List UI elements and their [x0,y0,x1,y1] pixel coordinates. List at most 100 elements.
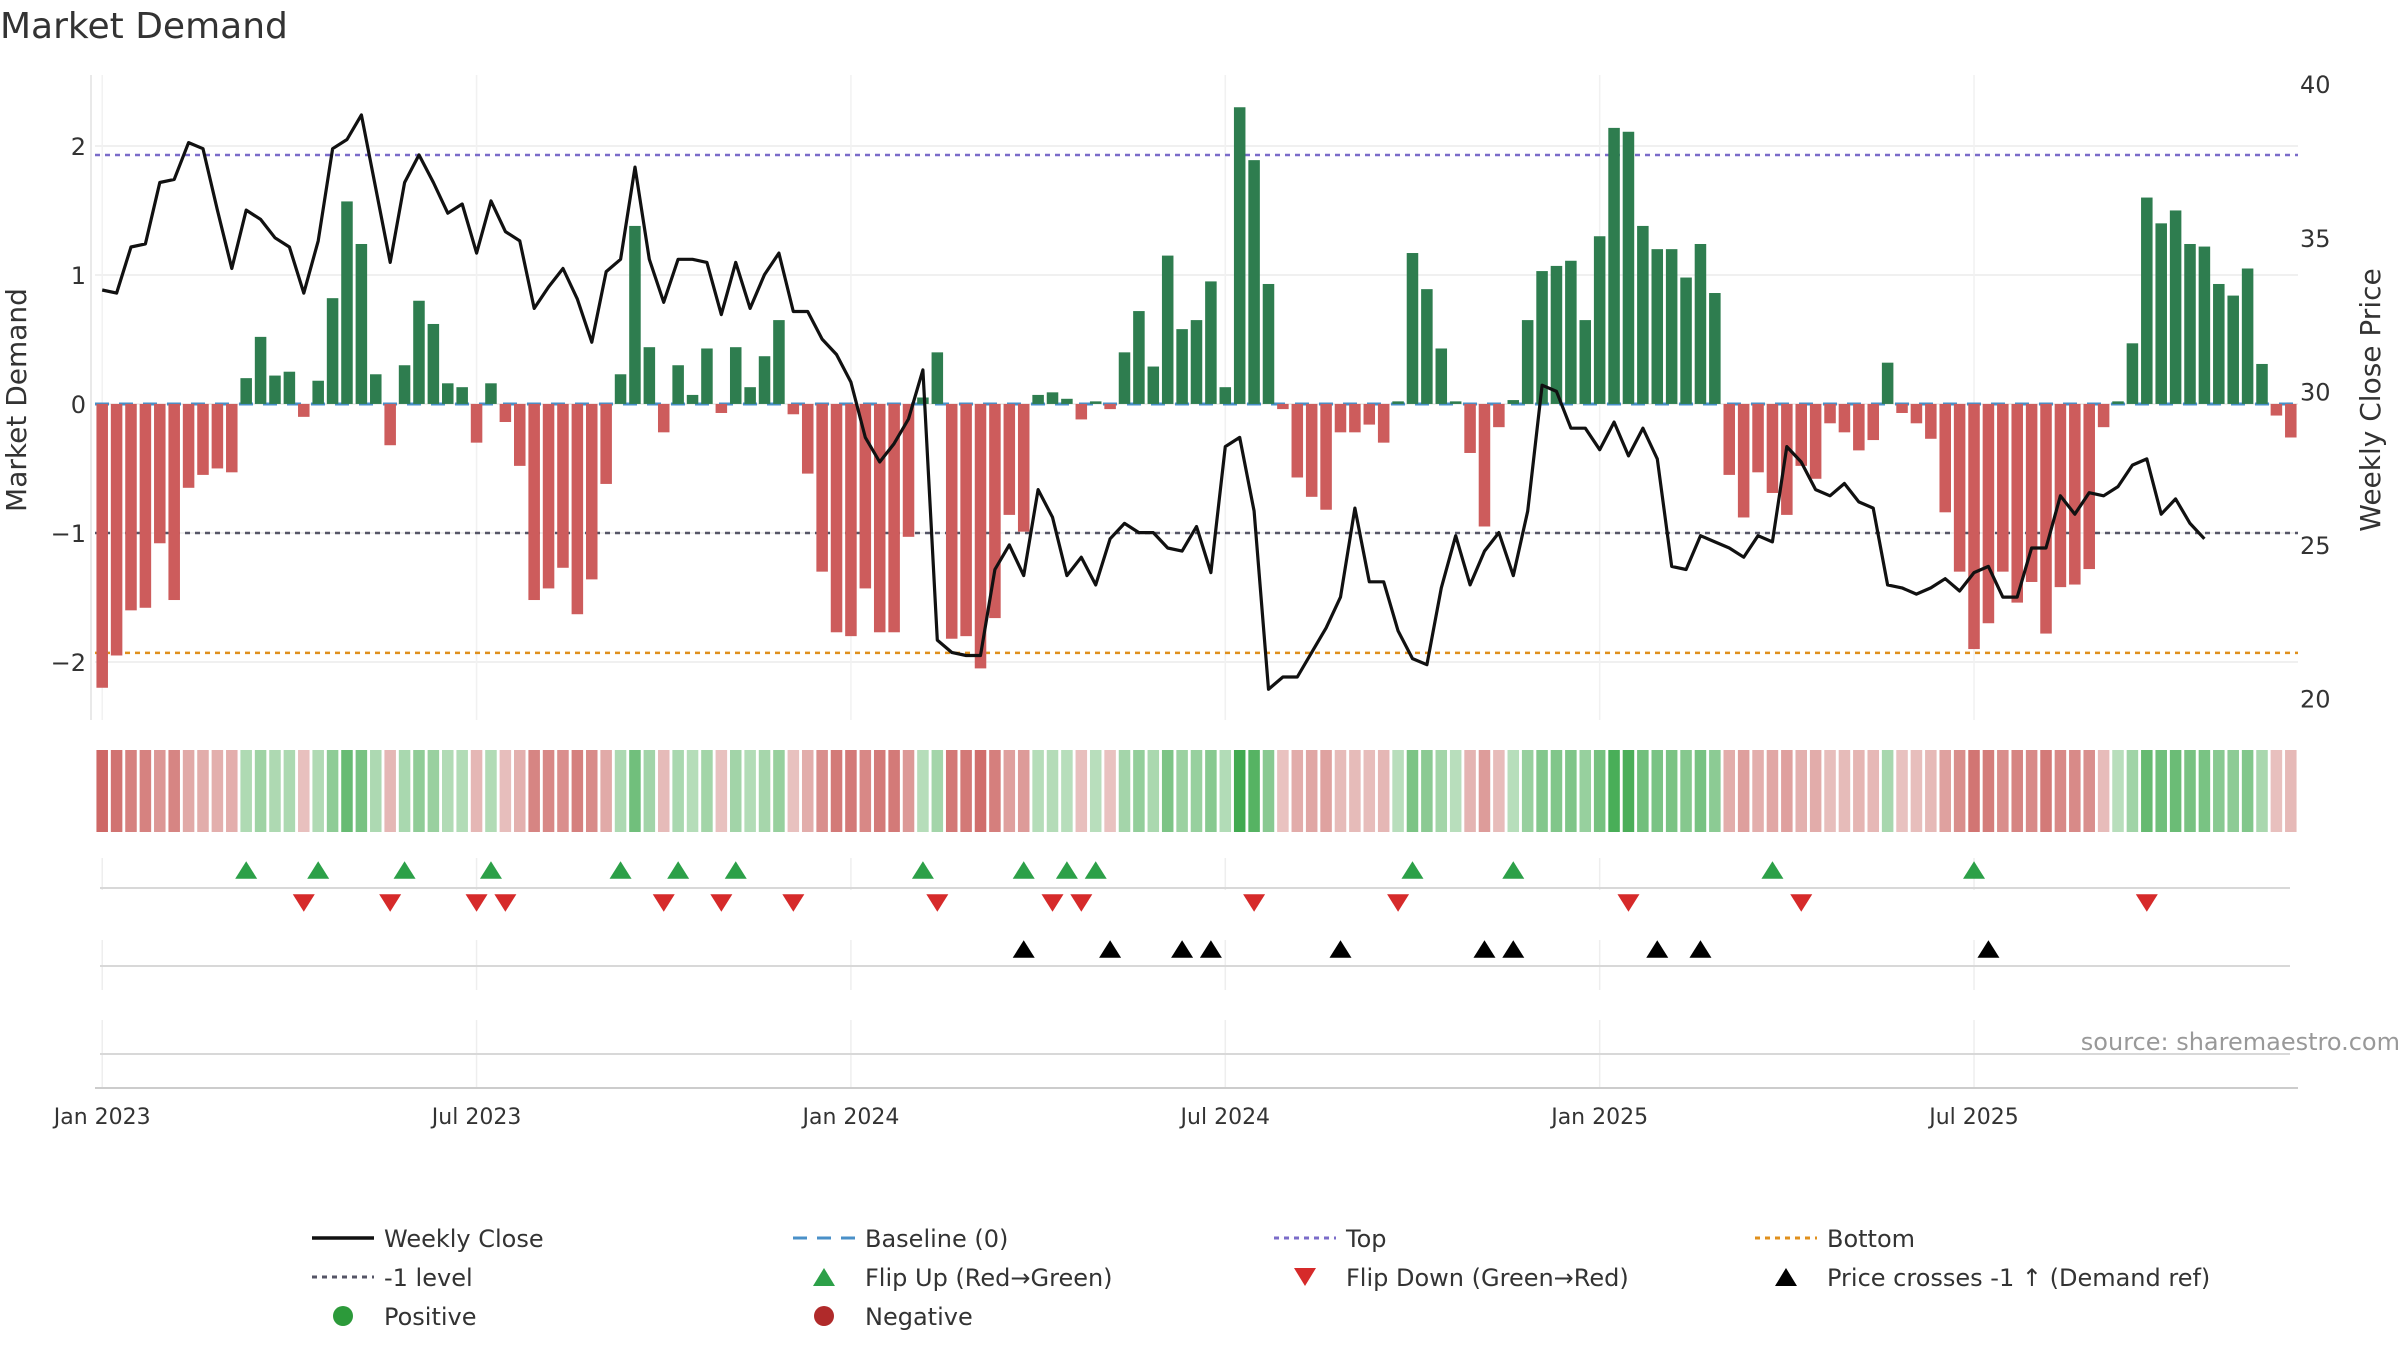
legend-label: Positive [384,1303,477,1331]
x-tick-label: Jul 2025 [1927,1105,2019,1130]
heat-strip-cell [2011,750,2023,832]
heat-strip-cell [1248,750,1260,832]
heat-strip-cell [139,750,152,832]
heat-strip-cell [557,750,569,832]
flip-down-marker [1790,894,1813,912]
legend-swatch-triangle [1294,1268,1316,1286]
cross-marker [1171,940,1194,958]
cross-marker [1099,940,1122,958]
heat-strip-cell [1421,750,1433,832]
weekly-close-series [101,113,2206,691]
flip-up-marker [1012,861,1035,879]
demand-bar [413,300,425,404]
legend-label: Negative [865,1303,973,1331]
heat-strip-cell [1061,750,1073,832]
demand-bar [1147,366,1160,404]
demand-bar [1737,403,1750,518]
cross-marker [1329,940,1352,958]
heat-strip-cell [2141,750,2153,832]
heat-strip-cell [2054,750,2067,832]
flip-down-marker [2135,894,2158,912]
heat-strip-cell [1550,750,1563,832]
flip-down-marker [710,894,733,912]
heat-strip-cell [845,750,857,832]
heat-strip-cell [701,750,713,832]
heat-strip-cell [2025,750,2038,832]
heat-strip-cell [1363,750,1376,832]
heat-strip-cell [470,750,483,832]
demand-bar [715,403,728,413]
legend-swatch-triangle [1775,1268,1797,1286]
heat-strip-cell [1507,750,1520,832]
heat-strip-cell [168,750,180,832]
demand-bar [614,374,627,404]
heat-strip-cell [2270,750,2283,832]
demand-bar [2040,403,2052,634]
flip-up-marker [235,861,258,879]
demand-bar [1651,249,1664,404]
demand-bar [1075,403,1088,420]
demand-bar [1478,403,1491,527]
heat-strip-cell [1046,750,1059,832]
demand-bar [1622,131,1635,404]
heat-strip-cell [1853,750,1865,832]
demand-bar [2198,246,2211,404]
demand-bar [283,371,296,404]
heat-strip-cell [211,750,224,832]
demand-bar [859,403,872,589]
heat-strip-cell [1997,750,2009,832]
heat-strip-cell [1867,750,1879,832]
demand-bar [2184,243,2196,404]
demand-bar [1205,281,1217,404]
demand-bar [1262,283,1275,404]
heat-strip-cell [2069,750,2081,832]
demand-bar [1608,127,1620,404]
demand-bar [355,243,368,404]
demand-bar [1795,403,1808,466]
axes: 2 1 0 −1 −2 40 35 30 25 20 [51,71,2331,720]
demand-bar [1089,401,1102,404]
heat-strip-cell [370,750,382,832]
y-tick-right-label: 35 [2300,225,2331,253]
heat-strip-cell [110,750,123,832]
demand-bar [816,403,828,572]
demand-bar [931,352,944,404]
demand-bar [326,298,339,404]
demand-bar [758,356,771,404]
heat-strip-cell [989,750,1001,832]
demand-bar [917,397,929,404]
demand-bar [701,348,713,404]
heat-strip-cell [528,750,540,832]
heat-strip-cell [744,750,756,832]
demand-bar [787,403,800,415]
heat-strip-cell [1291,750,1304,832]
cross-marker [1012,940,1035,958]
demand-bar [974,403,987,669]
demand-bar [1968,403,1980,650]
demand-bar [2270,403,2283,416]
demand-bar [2025,403,2038,582]
heat-strip-cell [859,750,872,832]
legend-item: Price crosses -1 ↑ (Demand ref) [1775,1264,2210,1292]
heat-strip-cell [1953,750,1966,832]
heat-strip-cell [1176,750,1188,832]
demand-bar [1521,320,1534,404]
heat-strip-cell [254,750,267,832]
demand-bar [1421,289,1433,404]
heat-strip-cell [1147,750,1160,832]
demand-bar [1363,403,1376,425]
flip-up-marker [1401,861,1424,879]
heat-strip-cell [1680,750,1692,832]
flip-down-marker [494,894,517,912]
legend-item: Negative [814,1303,973,1331]
heat-strip-cell [298,750,310,832]
demand-bar [1464,403,1476,453]
demand-bars [96,107,2297,688]
demand-bar [485,383,497,404]
demand-bar [1118,352,1131,404]
demand-bar [2285,403,2297,438]
demand-bar [1305,403,1318,497]
demand-bar [1349,403,1361,433]
flip-down-marker [292,894,315,912]
chart-title: Market Demand [0,6,288,47]
